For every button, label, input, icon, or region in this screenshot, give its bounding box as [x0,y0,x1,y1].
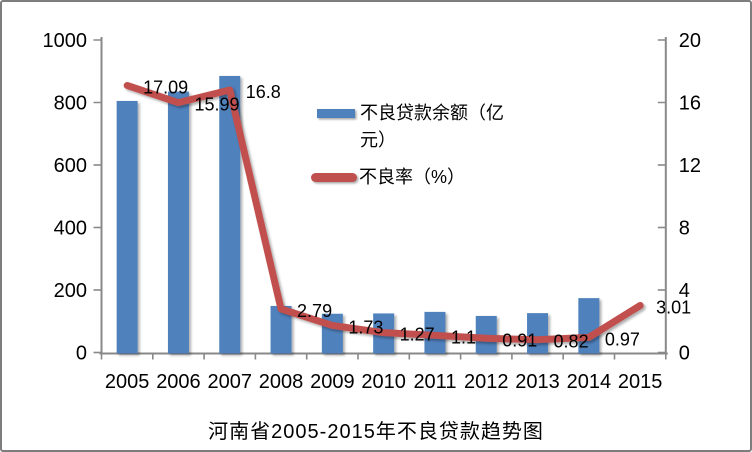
legend-item-npl-balance: 不良贷款余额（亿元） [311,100,512,154]
bar-2008 [270,305,292,354]
x-axis-category-label: 2012 [464,371,509,393]
rate-data-label-2010: 1.27 [400,325,435,345]
y-axis-left-tick-label: 600 [54,155,87,177]
bar-2013 [527,313,549,354]
chart-legend: 不良贷款余额（亿元） 不良率（%） [311,100,512,191]
x-axis-category-label: 2015 [618,371,663,393]
x-axis-category-label: 2010 [361,371,406,393]
rate-data-label-2006: 15.99 [194,95,239,115]
y-axis-left-tick-label: 0 [76,343,87,365]
rate-data-label-2011: 1.1 [451,327,476,347]
legend-label-npl-ratio: 不良率（%） [359,167,466,187]
x-axis-category-label: 2009 [310,371,355,393]
y-axis-left-tick-label: 800 [54,93,87,115]
y-axis-right-tick-label: 8 [679,218,690,240]
y-axis-left-tick-label: 200 [54,280,87,302]
rate-data-label-2007: 16.8 [246,82,281,102]
x-axis-category-label: 2008 [259,371,304,393]
npl-ratio-line [123,81,644,344]
y-axis-left-tick-label: 1000 [43,30,88,52]
y-axis-right-tick-label: 4 [679,280,690,302]
legend-item-npl-ratio: 不良率（%） [311,164,512,191]
y-axis-right-tick-label: 0 [679,343,690,365]
legend-bar-swatch-icon [317,109,355,118]
bar-2012 [475,315,497,354]
rate-data-label-2013: 0.82 [554,332,589,352]
legend-line-swatch-icon [311,173,357,182]
y-axis-right-tick-label: 12 [679,155,701,177]
rate-data-label-2014: 0.97 [605,329,640,349]
bar-2005 [116,100,138,354]
legend-label-npl-balance: 不良贷款余额（亿元） [360,103,504,150]
rate-data-label-2015: 3.01 [656,297,691,317]
bar-2006 [167,91,189,354]
bar-2007 [219,75,241,354]
x-axis-category-label: 2006 [156,371,201,393]
y-axis-right-tick-label: 16 [679,93,701,115]
y-axis-left-tick-label: 400 [54,218,87,240]
x-axis-category-label: 2013 [515,371,560,393]
rate-data-label-2012: 0.91 [502,330,537,350]
x-axis-category-label: 2007 [208,371,253,393]
rate-data-label-2008: 2.79 [297,301,332,321]
rate-data-label-2005: 17.09 [143,77,188,97]
x-axis-category-label: 2005 [105,371,150,393]
chart-title: 河南省2005-2015年不良贷款趋势图 [208,421,544,443]
x-axis-category-label: 2014 [567,371,612,393]
y-axis-right-tick-label: 20 [679,30,701,52]
rate-data-label-2009: 1.73 [348,317,383,337]
x-axis-category-label: 2011 [413,371,456,393]
